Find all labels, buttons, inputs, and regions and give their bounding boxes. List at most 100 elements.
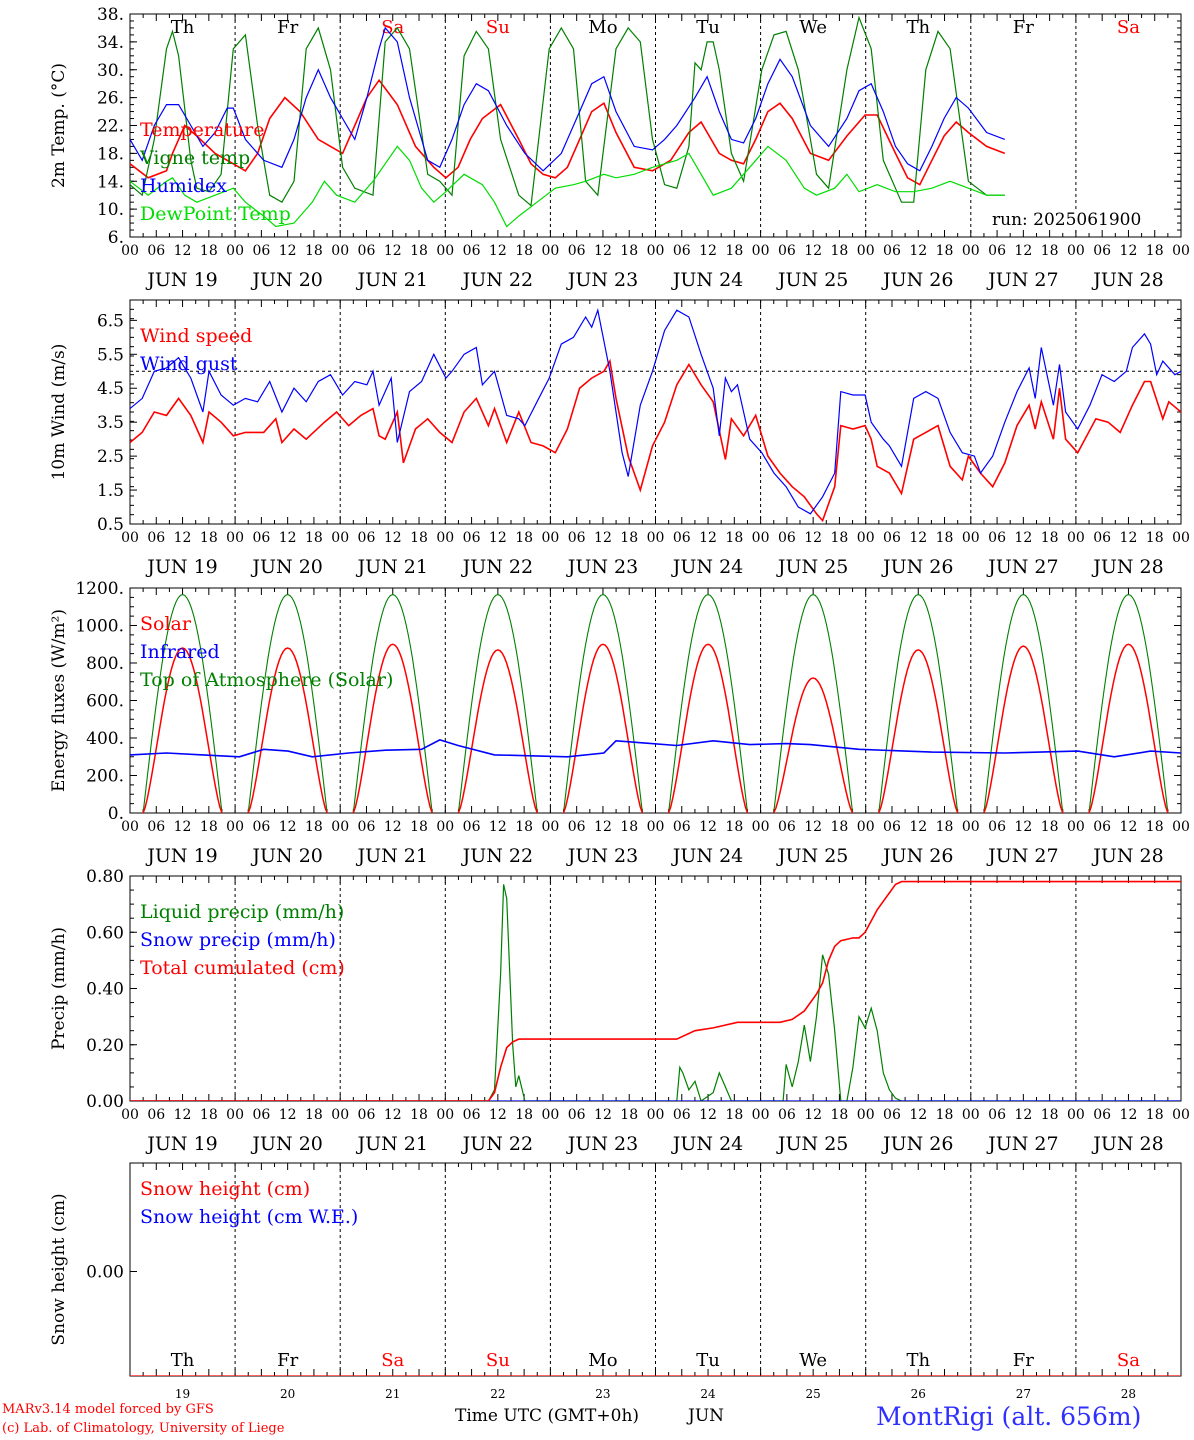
hour-label: 18 <box>620 243 638 259</box>
legend-entry: Wind gust <box>140 353 238 375</box>
date-label: JUN 24 <box>671 845 743 867</box>
date-label: JUN 23 <box>566 845 638 867</box>
hour-label: 12 <box>384 530 402 546</box>
hour-label: 00 <box>752 819 770 835</box>
hour-label: 00 <box>436 819 454 835</box>
hour-label: 12 <box>489 819 507 835</box>
hour-label: 18 <box>515 243 533 259</box>
hour-label: 06 <box>568 1107 586 1123</box>
hour-label: 18 <box>1041 243 1059 259</box>
day-name: Th <box>171 17 195 38</box>
y-tick-label: 4.5 <box>97 379 124 399</box>
date-label: JUN 19 <box>145 845 217 867</box>
hour-label: 12 <box>279 1107 297 1123</box>
hour-label: 00 <box>121 1107 139 1123</box>
hour-label: 06 <box>988 819 1006 835</box>
hour-label: 06 <box>1093 819 1111 835</box>
toa-solar-line <box>983 594 1064 813</box>
toa-solar-line <box>352 594 433 813</box>
hour-label: 06 <box>463 819 481 835</box>
date-label: JUN 28 <box>1091 269 1163 291</box>
hour-label: 00 <box>121 819 139 835</box>
day-number: 28 <box>1121 1387 1136 1401</box>
hour-label: 12 <box>699 819 717 835</box>
hour-label: 18 <box>620 1107 638 1123</box>
y-tick-label: 6.5 <box>97 311 124 331</box>
legend-entry: Snow height (cm W.E.) <box>140 1206 358 1228</box>
hour-label: 12 <box>279 243 297 259</box>
date-label: JUN 19 <box>145 556 217 578</box>
hour-label: 18 <box>725 530 743 546</box>
humidex-line <box>130 26 1006 172</box>
lab-credit: (c) Lab. of Climatology, University of L… <box>2 1421 285 1436</box>
day-number: 22 <box>490 1387 505 1401</box>
hour-label: 00 <box>962 530 980 546</box>
legend-entry: Snow height (cm) <box>140 1178 310 1200</box>
day-name: Fr <box>277 17 298 38</box>
hour-label: 00 <box>752 1107 770 1123</box>
hour-label: 18 <box>1146 243 1164 259</box>
date-label: JUN 20 <box>250 556 322 578</box>
hour-label: 06 <box>778 530 796 546</box>
hour-label: 12 <box>1014 819 1032 835</box>
y-tick-label: 600. <box>86 692 124 712</box>
day-name: Sa <box>1117 1350 1140 1371</box>
hour-label: 00 <box>1172 530 1190 546</box>
day-number: 23 <box>595 1387 610 1401</box>
y-tick-label: 10. <box>97 200 124 220</box>
hour-label: 06 <box>673 530 691 546</box>
hour-label: 06 <box>673 243 691 259</box>
total-cumulated-cm-line <box>130 880 1181 1101</box>
hour-label: 18 <box>515 819 533 835</box>
hour-label: 12 <box>1120 530 1138 546</box>
hour-label: 12 <box>699 243 717 259</box>
model-credit: MARv3.14 model forced by GFS <box>2 1402 214 1417</box>
legend-entry: Wind speed <box>140 325 252 347</box>
date-label: JUN 21 <box>356 556 428 578</box>
hour-label: 00 <box>436 530 454 546</box>
hour-label: 00 <box>857 243 875 259</box>
hour-label: 18 <box>1146 530 1164 546</box>
hour-label: 18 <box>620 819 638 835</box>
hour-label: 12 <box>489 530 507 546</box>
station-title: MontRigi (alt. 656m) <box>876 1402 1142 1431</box>
hour-label: 18 <box>410 1107 428 1123</box>
chart-panel-1: 6. 10. 14. 18. 22. 26. 30. 34. 38. 2m Temp. (°C) 0… <box>49 5 1190 291</box>
hour-label: 18 <box>1041 530 1059 546</box>
hour-label: 00 <box>121 243 139 259</box>
hour-label: 12 <box>804 819 822 835</box>
y-tick-label: 38. <box>97 5 124 25</box>
day-number: 26 <box>911 1387 926 1401</box>
toa-solar-line <box>142 594 223 813</box>
date-label: JUN 20 <box>250 269 322 291</box>
date-label: JUN 27 <box>986 1133 1058 1155</box>
day-name: Su <box>486 17 510 38</box>
date-label: JUN 19 <box>145 1133 217 1155</box>
hour-label: 00 <box>1172 1107 1190 1123</box>
hour-label: 06 <box>147 530 165 546</box>
y-tick-label: 0.5 <box>97 515 124 535</box>
hour-label: 12 <box>489 1107 507 1123</box>
hour-label: 12 <box>594 243 612 259</box>
y-tick-label: 0.20 <box>86 1036 124 1056</box>
hour-label: 18 <box>410 530 428 546</box>
plot-frame <box>129 299 1182 525</box>
hour-label: 12 <box>909 530 927 546</box>
hour-label: 00 <box>1172 819 1190 835</box>
toa-solar-line <box>247 594 328 813</box>
hour-label: 12 <box>699 1107 717 1123</box>
chart-panel-4: 0.00 0.20 0.40 0.60 0.80 Precip (mm/h) 00 06 12 1… <box>49 867 1190 1155</box>
hour-label: 00 <box>857 1107 875 1123</box>
chart-panel-5: 0.00 Snow height (cm) Th Fr Sa Su Mo Tu We Th Fr Sa… <box>49 1162 1182 1401</box>
date-label: JUN 20 <box>250 1133 322 1155</box>
y-tick-label: 30. <box>97 61 124 81</box>
day-name: Sa <box>381 17 404 38</box>
legend-entry: Liquid precip (mm/h) <box>140 901 344 923</box>
liquid-precip-mm-h-line <box>130 884 1181 1101</box>
y-axis-label: 2m Temp. (°C) <box>49 63 69 188</box>
date-label: JUN 22 <box>461 845 533 867</box>
hour-label: 06 <box>568 530 586 546</box>
hour-label: 06 <box>252 1107 270 1123</box>
date-label: JUN 24 <box>671 1133 743 1155</box>
